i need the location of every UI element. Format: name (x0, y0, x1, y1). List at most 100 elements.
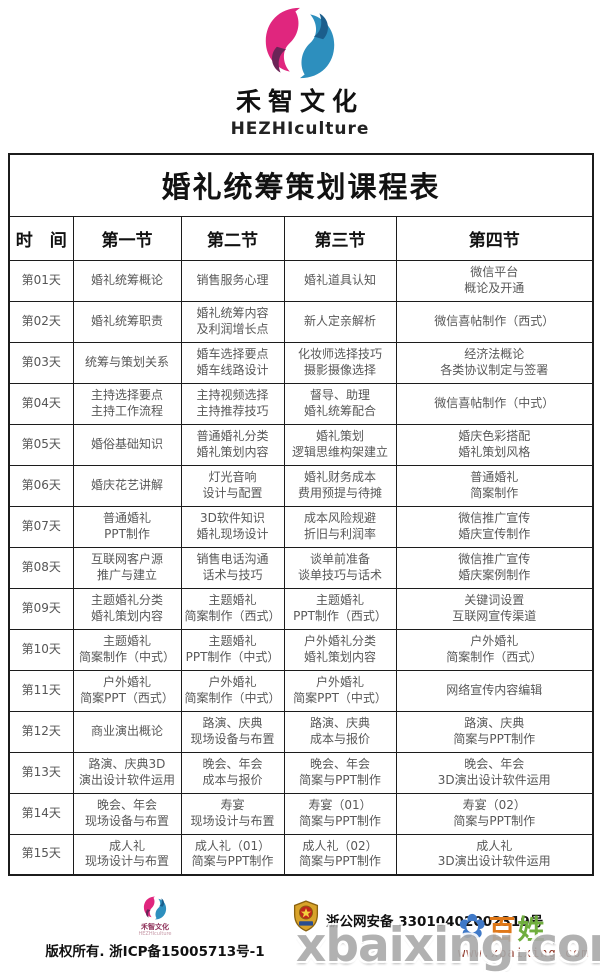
table-row: 第04天 主持选择要点 主持工作流程 主持视频选择 主持推荐技巧 督导、助理 婚礼统筹配合微… (8, 382, 594, 425)
course-cell: 新人定亲解析 (283, 300, 397, 343)
course-cell: 销售服务心理 (180, 259, 285, 302)
table-row: 第01天 婚礼统筹概论 销售服务心理 婚礼道具认知 微信平台 概论及开通 (8, 259, 594, 302)
day-label: 第03天 (8, 341, 74, 384)
table-row: 第11天 户外婚礼 简案PPT（西式） 户外婚礼 简案制作（中式） 户外婚礼 简案PPT（中… (8, 669, 594, 712)
course-cell: 销售电话沟通 话术与技巧 (180, 546, 285, 589)
table-row: 第08天 互联网客户源 推广与建立 销售电话沟通 话术与技巧 谈单前准备 谈单技巧与话术 微信… (8, 546, 594, 589)
course-cell: 路演、庆典 简案与PPT制作 (395, 710, 594, 753)
course-cell: 经济法概论 各类协议制定与签署 (395, 341, 594, 384)
course-cell: 普通婚礼分类 婚礼策划内容 (180, 423, 285, 466)
course-cell: 婚礼统筹概论 (72, 259, 182, 302)
course-cell: 统筹与策划关系 (72, 341, 182, 384)
police-number-text: 浙公网安备 33010402002319号 (326, 914, 544, 930)
course-cell: 主题婚礼 简案制作（中式） (72, 628, 182, 671)
course-cell: 成人礼 现场设计与布置 (72, 833, 182, 876)
day-label: 第15天 (8, 833, 74, 876)
table-row: 第10天 主题婚礼 简案制作（中式） 主题婚礼 PPT制作（中式） 户外婚礼分类 婚礼策划内… (8, 628, 594, 671)
day-label: 第13天 (8, 751, 74, 794)
day-label: 第06天 (8, 464, 74, 507)
site-url-text: www.xbaixing.com (458, 946, 590, 960)
course-table: 婚礼统筹策划课程表 时 间 第一节 第二节 第三节 第四节 第01天 婚礼统筹概论… (8, 153, 594, 876)
course-cell: 商业演出概论 (72, 710, 182, 753)
column-header-time: 时 间 (8, 215, 74, 261)
course-cell: 路演、庆典 成本与报价 (283, 710, 397, 753)
footer-brand-cn: 禾智文化 (141, 923, 169, 931)
course-cell: 晚会、年会 成本与报价 (180, 751, 285, 794)
table-row: 第14天 晚会、年会 现场设备与布置 寿宴 现场设计与布置 寿宴（01） 简案与PPT制作寿… (8, 792, 594, 835)
course-cell: 寿宴 现场设计与布置 (180, 792, 285, 835)
copyright-text: 版权所有. 浙ICP备15005713号-1 (45, 944, 265, 961)
day-label: 第01天 (8, 259, 74, 302)
course-cell: 婚礼统筹内容 及利润增长点 (180, 300, 285, 343)
hezhi-logo-icon (265, 7, 335, 79)
day-label: 第09天 (8, 587, 74, 630)
course-cell: 婚庆花艺讲解 (72, 464, 182, 507)
course-cell: 主题婚礼分类 婚礼策划内容 (72, 587, 182, 630)
hezhi-logo-small-icon (143, 896, 167, 920)
course-cell: 成人礼 3D演出设计软件运用 (395, 833, 594, 876)
course-cell: 成人礼（01） 简案与PPT制作 (180, 833, 285, 876)
brand-name-cn: 禾智文化 (235, 87, 364, 116)
course-cell: 主持选择要点 主持工作流程 (72, 382, 182, 425)
course-cell: 灯光音响 设计与配置 (180, 464, 285, 507)
course-cell: 3D软件知识 婚礼现场设计 (180, 505, 285, 548)
table-title-row: 婚礼统筹策划课程表 (8, 153, 594, 217)
course-cell: 婚车选择要点 婚车线路设计 (180, 341, 285, 384)
course-cell: 户外婚礼 简案制作（西式） (395, 628, 594, 671)
table-row: 第05天 婚俗基础知识 普通婚礼分类 婚礼策划内容 婚礼策划 逻辑思维构架建立 婚庆色彩搭配… (8, 423, 594, 466)
course-cell: 寿宴（01） 简案与PPT制作 (283, 792, 397, 835)
course-cell: 谈单前准备 谈单技巧与话术 (283, 546, 397, 589)
footer: 禾智文化 HEZHIculture 版权所有. 浙ICP备15005713号-1… (0, 896, 600, 972)
xbaixing-mascot: ✿ 百 姓 (458, 898, 598, 944)
table-row: 第02天 婚礼统筹职责 婚礼统筹内容 及利润增长点 新人定亲解析 微信喜帖制作（西式） (8, 300, 594, 343)
table-row: 第07天 普通婚礼 PPT制作 3D软件知识 婚礼现场设计 成本风险规避 折旧与利润率 微信推… (8, 505, 594, 548)
table-header-row: 时 间 第一节 第二节 第三节 第四节 (8, 215, 594, 261)
brand-name-en: HEZHIculture (230, 119, 370, 139)
day-label: 第14天 (8, 792, 74, 835)
course-cell: 微信喜帖制作（西式） (395, 300, 594, 343)
course-cell: 婚俗基础知识 (72, 423, 182, 466)
table-row: 第03天 统筹与策划关系 婚车选择要点 婚车线路设计 化妆师选择技巧 摄影摄像选择 经济法概… (8, 341, 594, 384)
xbaixing-logo-block: ✿ 百 姓 www.xbaixing.com (458, 898, 598, 960)
course-cell: 户外婚礼 简案制作（中式） (180, 669, 285, 712)
course-cell: 成本风险规避 折旧与利润率 (283, 505, 397, 548)
course-cell: 督导、助理 婚礼统筹配合 (283, 382, 397, 425)
footer-brand-en: HEZHIculture (138, 930, 172, 937)
police-registration: 浙公网安备 33010402002319号 (292, 900, 543, 932)
course-cell: 微信喜帖制作（中式） (395, 382, 594, 425)
mascot-char-xing: 姓 (517, 915, 545, 945)
mascot-char-bai: 百 (488, 915, 516, 945)
table-row: 第06天 婚庆花艺讲解 灯光音响 设计与配置 婚礼财务成本 费用预提与待摊 普通婚礼 简案制作 (8, 464, 594, 507)
course-cell: 主题婚礼 PPT制作（西式） (283, 587, 397, 630)
table-row: 第09天 主题婚礼分类 婚礼策划内容 主题婚礼 简案制作（西式） 主题婚礼 PPT制作（西式… (8, 587, 594, 630)
course-cell: 户外婚礼分类 婚礼策划内容 (283, 628, 397, 671)
course-cell: 晚会、年会 3D演出设计软件运用 (395, 751, 594, 794)
table-row: 第13天 路演、庆典3D 演出设计软件运用 晚会、年会 成本与报价 晚会、年会 简案与PPT… (8, 751, 594, 794)
course-cell: 化妆师选择技巧 摄影摄像选择 (283, 341, 397, 384)
course-cell: 关键词设置 互联网宣传渠道 (395, 587, 594, 630)
course-cell: 普通婚礼 简案制作 (395, 464, 594, 507)
course-table-body: 婚礼统筹策划课程表 时 间 第一节 第二节 第三节 第四节 第01天 婚礼统筹概论… (8, 153, 594, 876)
course-cell: 晚会、年会 简案与PPT制作 (283, 751, 397, 794)
day-label: 第12天 (8, 710, 74, 753)
course-cell: 网络宣传内容编辑 (395, 669, 594, 712)
course-cell: 寿宴（02） 简案与PPT制作 (395, 792, 594, 835)
course-cell: 婚礼道具认知 (283, 259, 397, 302)
table-row: 第15天 成人礼 现场设计与布置 成人礼（01） 简案与PPT制作 成人礼（02） 简案与P… (8, 833, 594, 876)
course-cell: 主持视频选择 主持推荐技巧 (180, 382, 285, 425)
course-cell: 户外婚礼 简案PPT（中式） (283, 669, 397, 712)
day-label: 第11天 (8, 669, 74, 712)
day-label: 第10天 (8, 628, 74, 671)
course-cell: 微信推广宣传 婚庆案例制作 (395, 546, 594, 589)
day-label: 第05天 (8, 423, 74, 466)
day-label: 第07天 (8, 505, 74, 548)
course-cell: 路演、庆典 现场设备与布置 (180, 710, 285, 753)
column-header-lesson3: 第三节 (283, 215, 397, 261)
course-cell: 成人礼（02） 简案与PPT制作 (283, 833, 397, 876)
day-label: 第02天 (8, 300, 74, 343)
course-cell: 互联网客户源 推广与建立 (72, 546, 182, 589)
course-cell: 微信推广宣传 婚庆宣传制作 (395, 505, 594, 548)
course-cell: 婚礼财务成本 费用预提与待摊 (283, 464, 397, 507)
day-label: 第08天 (8, 546, 74, 589)
